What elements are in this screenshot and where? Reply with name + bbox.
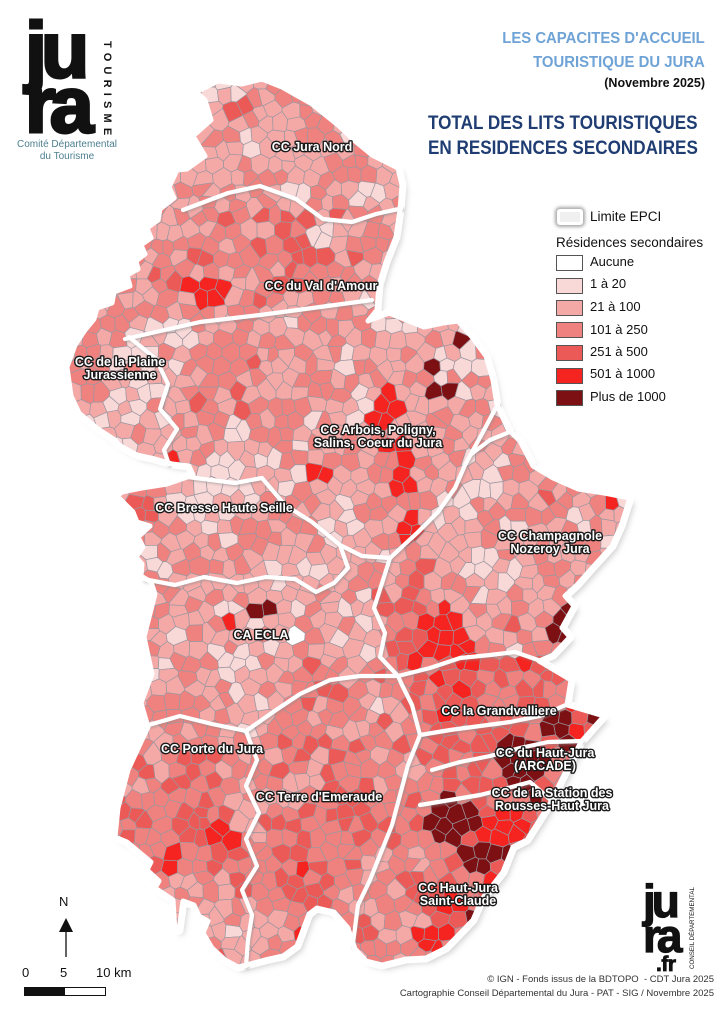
svg-text:CC la Grandvalliere: CC la Grandvalliere — [441, 704, 556, 718]
svg-text:CC Terre d'Emeraude: CC Terre d'Emeraude — [256, 790, 382, 804]
svg-text:CC Jura Nord: CC Jura Nord — [272, 140, 353, 154]
svg-text:CA ECLA: CA ECLA — [233, 628, 288, 642]
svg-text:CC Bresse Haute Seille: CC Bresse Haute Seille — [155, 501, 293, 515]
svg-text:Salins, Coeur du Jura: Salins, Coeur du Jura — [314, 436, 444, 450]
svg-text:Saint-Claude: Saint-Claude — [420, 894, 496, 908]
svg-text:CC Haut-Jura: CC Haut-Jura — [418, 881, 499, 895]
svg-text:CC Champagnole: CC Champagnole — [498, 529, 602, 543]
svg-text:Nozeroy Jura: Nozeroy Jura — [510, 542, 590, 556]
svg-text:CC de la Plaine: CC de la Plaine — [75, 355, 165, 369]
svg-text:(ARCADE): (ARCADE) — [514, 759, 576, 773]
svg-text:CC du Val d'Amour: CC du Val d'Amour — [265, 279, 378, 293]
svg-text:CC Porte du Jura: CC Porte du Jura — [161, 742, 264, 756]
svg-text:CC Arbois, Poligny,: CC Arbois, Poligny, — [320, 423, 435, 437]
svg-text:CC de la Station des: CC de la Station des — [492, 786, 613, 800]
svg-text:Jurassienne: Jurassienne — [84, 368, 157, 382]
svg-text:CC du Haut-Jura: CC du Haut-Jura — [496, 746, 596, 760]
svg-text:Rousses-Haut Jura: Rousses-Haut Jura — [495, 799, 610, 813]
